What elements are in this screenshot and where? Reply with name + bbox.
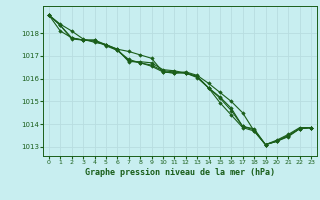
X-axis label: Graphe pression niveau de la mer (hPa): Graphe pression niveau de la mer (hPa) bbox=[85, 168, 275, 177]
